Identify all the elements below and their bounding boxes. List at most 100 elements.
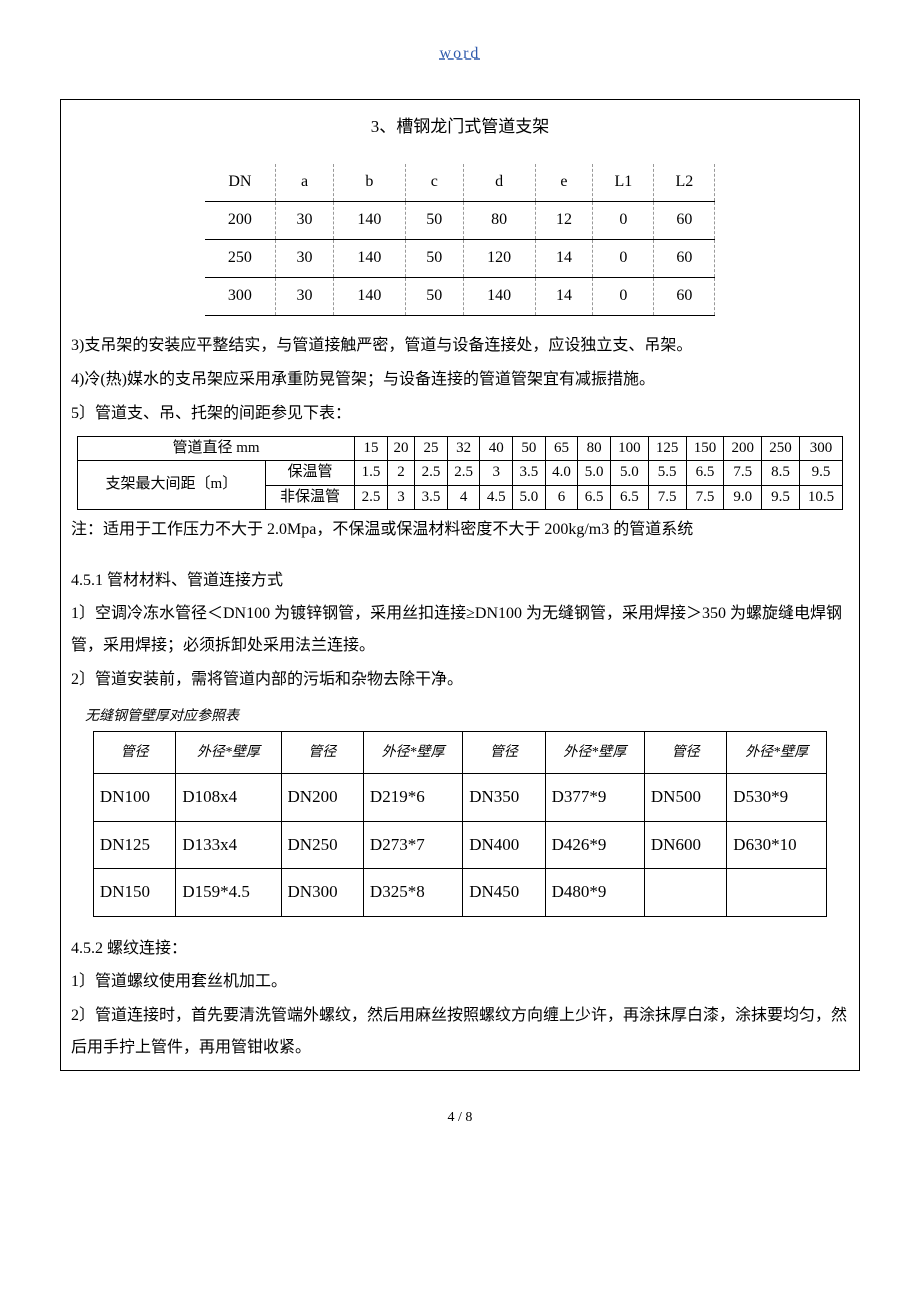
cell: 5.0 — [513, 485, 546, 510]
cell: 140 — [333, 202, 405, 240]
col-header: 20 — [387, 436, 414, 461]
row-label: 非保温管 — [265, 485, 354, 510]
cell: 0 — [593, 202, 654, 240]
cell: D108x4 — [176, 774, 281, 822]
col-header: 150 — [686, 436, 724, 461]
cell: 60 — [654, 277, 715, 315]
cell: DN350 — [463, 774, 545, 822]
paragraph-4-5-1-2: 2〕管道安装前，需将管道内部的污垢和杂物去除干净。 — [61, 664, 859, 696]
col-header: 40 — [480, 436, 513, 461]
cell: DN100 — [93, 774, 175, 822]
cell: 3.5 — [513, 461, 546, 486]
cell: 5.5 — [648, 461, 686, 486]
paragraph-4-5-2-1: 1〕管道螺纹使用套丝机加工。 — [61, 966, 859, 998]
cell: DN150 — [93, 869, 175, 917]
cell: 80 — [463, 202, 535, 240]
cell: 3 — [387, 485, 414, 510]
cell: 1.5 — [355, 461, 388, 486]
cell: 60 — [654, 239, 715, 277]
col-header: c — [405, 164, 463, 201]
col-header: 32 — [447, 436, 480, 461]
cell: 9.5 — [762, 485, 800, 510]
col-header: 外径*壁厚 — [727, 731, 827, 773]
cell: 50 — [405, 239, 463, 277]
table-row: 管道直径 mm 15 20 25 32 40 50 65 80 100 125 … — [77, 436, 842, 461]
cell: DN125 — [93, 821, 175, 869]
page-number: 4 / 8 — [60, 1105, 860, 1130]
cell: 30 — [276, 202, 334, 240]
cell: 9.5 — [799, 461, 842, 486]
cell: D159*4.5 — [176, 869, 281, 917]
section-4-5-2: 4.5.2 螺纹连接： — [61, 935, 859, 964]
col-header: 65 — [545, 436, 578, 461]
note-text: 注：适用于工作压力不大于 2.0Mpa，不保温或保温材料密度不大于 200kg/… — [61, 516, 859, 545]
cell: D325*8 — [363, 869, 462, 917]
col-header: e — [535, 164, 593, 201]
cell: 4.5 — [480, 485, 513, 510]
cell — [644, 869, 726, 917]
cell: 6.5 — [578, 485, 611, 510]
cell: 9.0 — [724, 485, 762, 510]
cell: 140 — [333, 239, 405, 277]
cell: 6 — [545, 485, 578, 510]
cell: 2.5 — [415, 461, 448, 486]
cell: 120 — [463, 239, 535, 277]
table-row: DN125 D133x4 DN250 D273*7 DN400 D426*9 D… — [93, 821, 826, 869]
col-header: 250 — [762, 436, 800, 461]
cell — [727, 869, 827, 917]
table-row: DN100 D108x4 DN200 D219*6 DN350 D377*9 D… — [93, 774, 826, 822]
cell: 30 — [276, 239, 334, 277]
col-header: 25 — [415, 436, 448, 461]
cell: DN400 — [463, 821, 545, 869]
col-header: 外径*壁厚 — [545, 731, 644, 773]
section-4-5-1: 4.5.1 管材材料、管道连接方式 — [61, 567, 859, 596]
cell: 200 — [205, 202, 276, 240]
cell: D426*9 — [545, 821, 644, 869]
cell: 0 — [593, 277, 654, 315]
cell: 140 — [463, 277, 535, 315]
paragraph-4-5-1-1: 1〕空调冷冻水管径＜DN100 为镀锌钢管，采用丝扣连接≥DN100 为无缝钢管… — [61, 598, 859, 662]
cell: 7.5 — [686, 485, 724, 510]
cell: DN300 — [281, 869, 363, 917]
col-header: 200 — [724, 436, 762, 461]
cell: D480*9 — [545, 869, 644, 917]
paragraph-4: 4)冷(热)媒水的支吊架应采用承重防晃管架；与设备连接的管道管架宜有减振措施。 — [61, 364, 859, 396]
cell: 14 — [535, 277, 593, 315]
cell: DN450 — [463, 869, 545, 917]
col-header: 125 — [648, 436, 686, 461]
table-row: 250 30 140 50 120 14 0 60 — [205, 239, 715, 277]
row-label: 保温管 — [265, 461, 354, 486]
col-header: 15 — [355, 436, 388, 461]
cell: 2.5 — [447, 461, 480, 486]
col-header: 100 — [610, 436, 648, 461]
cell: 5.0 — [578, 461, 611, 486]
channel-bracket-table: DN a b c d e L1 L2 200 30 140 50 80 12 0… — [205, 164, 716, 315]
col-header: L2 — [654, 164, 715, 201]
cell: D133x4 — [176, 821, 281, 869]
header-link-text[interactable]: word — [440, 45, 481, 62]
cell: 0 — [593, 239, 654, 277]
cell: 7.5 — [724, 461, 762, 486]
header-link: word — [60, 40, 860, 69]
paragraph-3: 3)支吊架的安装应平整结实，与管道接触严密，管道与设备连接处，应设独立支、吊架。 — [61, 330, 859, 362]
table3-caption: 无缝钢管壁厚对应参照表 — [61, 704, 859, 729]
table-row: 管径 外径*壁厚 管径 外径*壁厚 管径 外径*壁厚 管径 外径*壁厚 — [93, 731, 826, 773]
cell: 50 — [405, 202, 463, 240]
cell: DN600 — [644, 821, 726, 869]
table-row: 300 30 140 50 140 14 0 60 — [205, 277, 715, 315]
section-title: 3、槽钢龙门式管道支架 — [61, 112, 859, 143]
cell: 12 — [535, 202, 593, 240]
table-row: DN150 D159*4.5 DN300 D325*8 DN450 D480*9 — [93, 869, 826, 917]
cell: 4.0 — [545, 461, 578, 486]
cell: 5.0 — [610, 461, 648, 486]
col-header: 管径 — [644, 731, 726, 773]
cell: DN250 — [281, 821, 363, 869]
col-header: 外径*壁厚 — [363, 731, 462, 773]
col-header: L1 — [593, 164, 654, 201]
cell: 2.5 — [355, 485, 388, 510]
wall-thickness-table: 管径 外径*壁厚 管径 外径*壁厚 管径 外径*壁厚 管径 外径*壁厚 DN10… — [93, 731, 827, 917]
cell: 7.5 — [648, 485, 686, 510]
cell: 3.5 — [415, 485, 448, 510]
cell: D530*9 — [727, 774, 827, 822]
col-header: 管径 — [281, 731, 363, 773]
